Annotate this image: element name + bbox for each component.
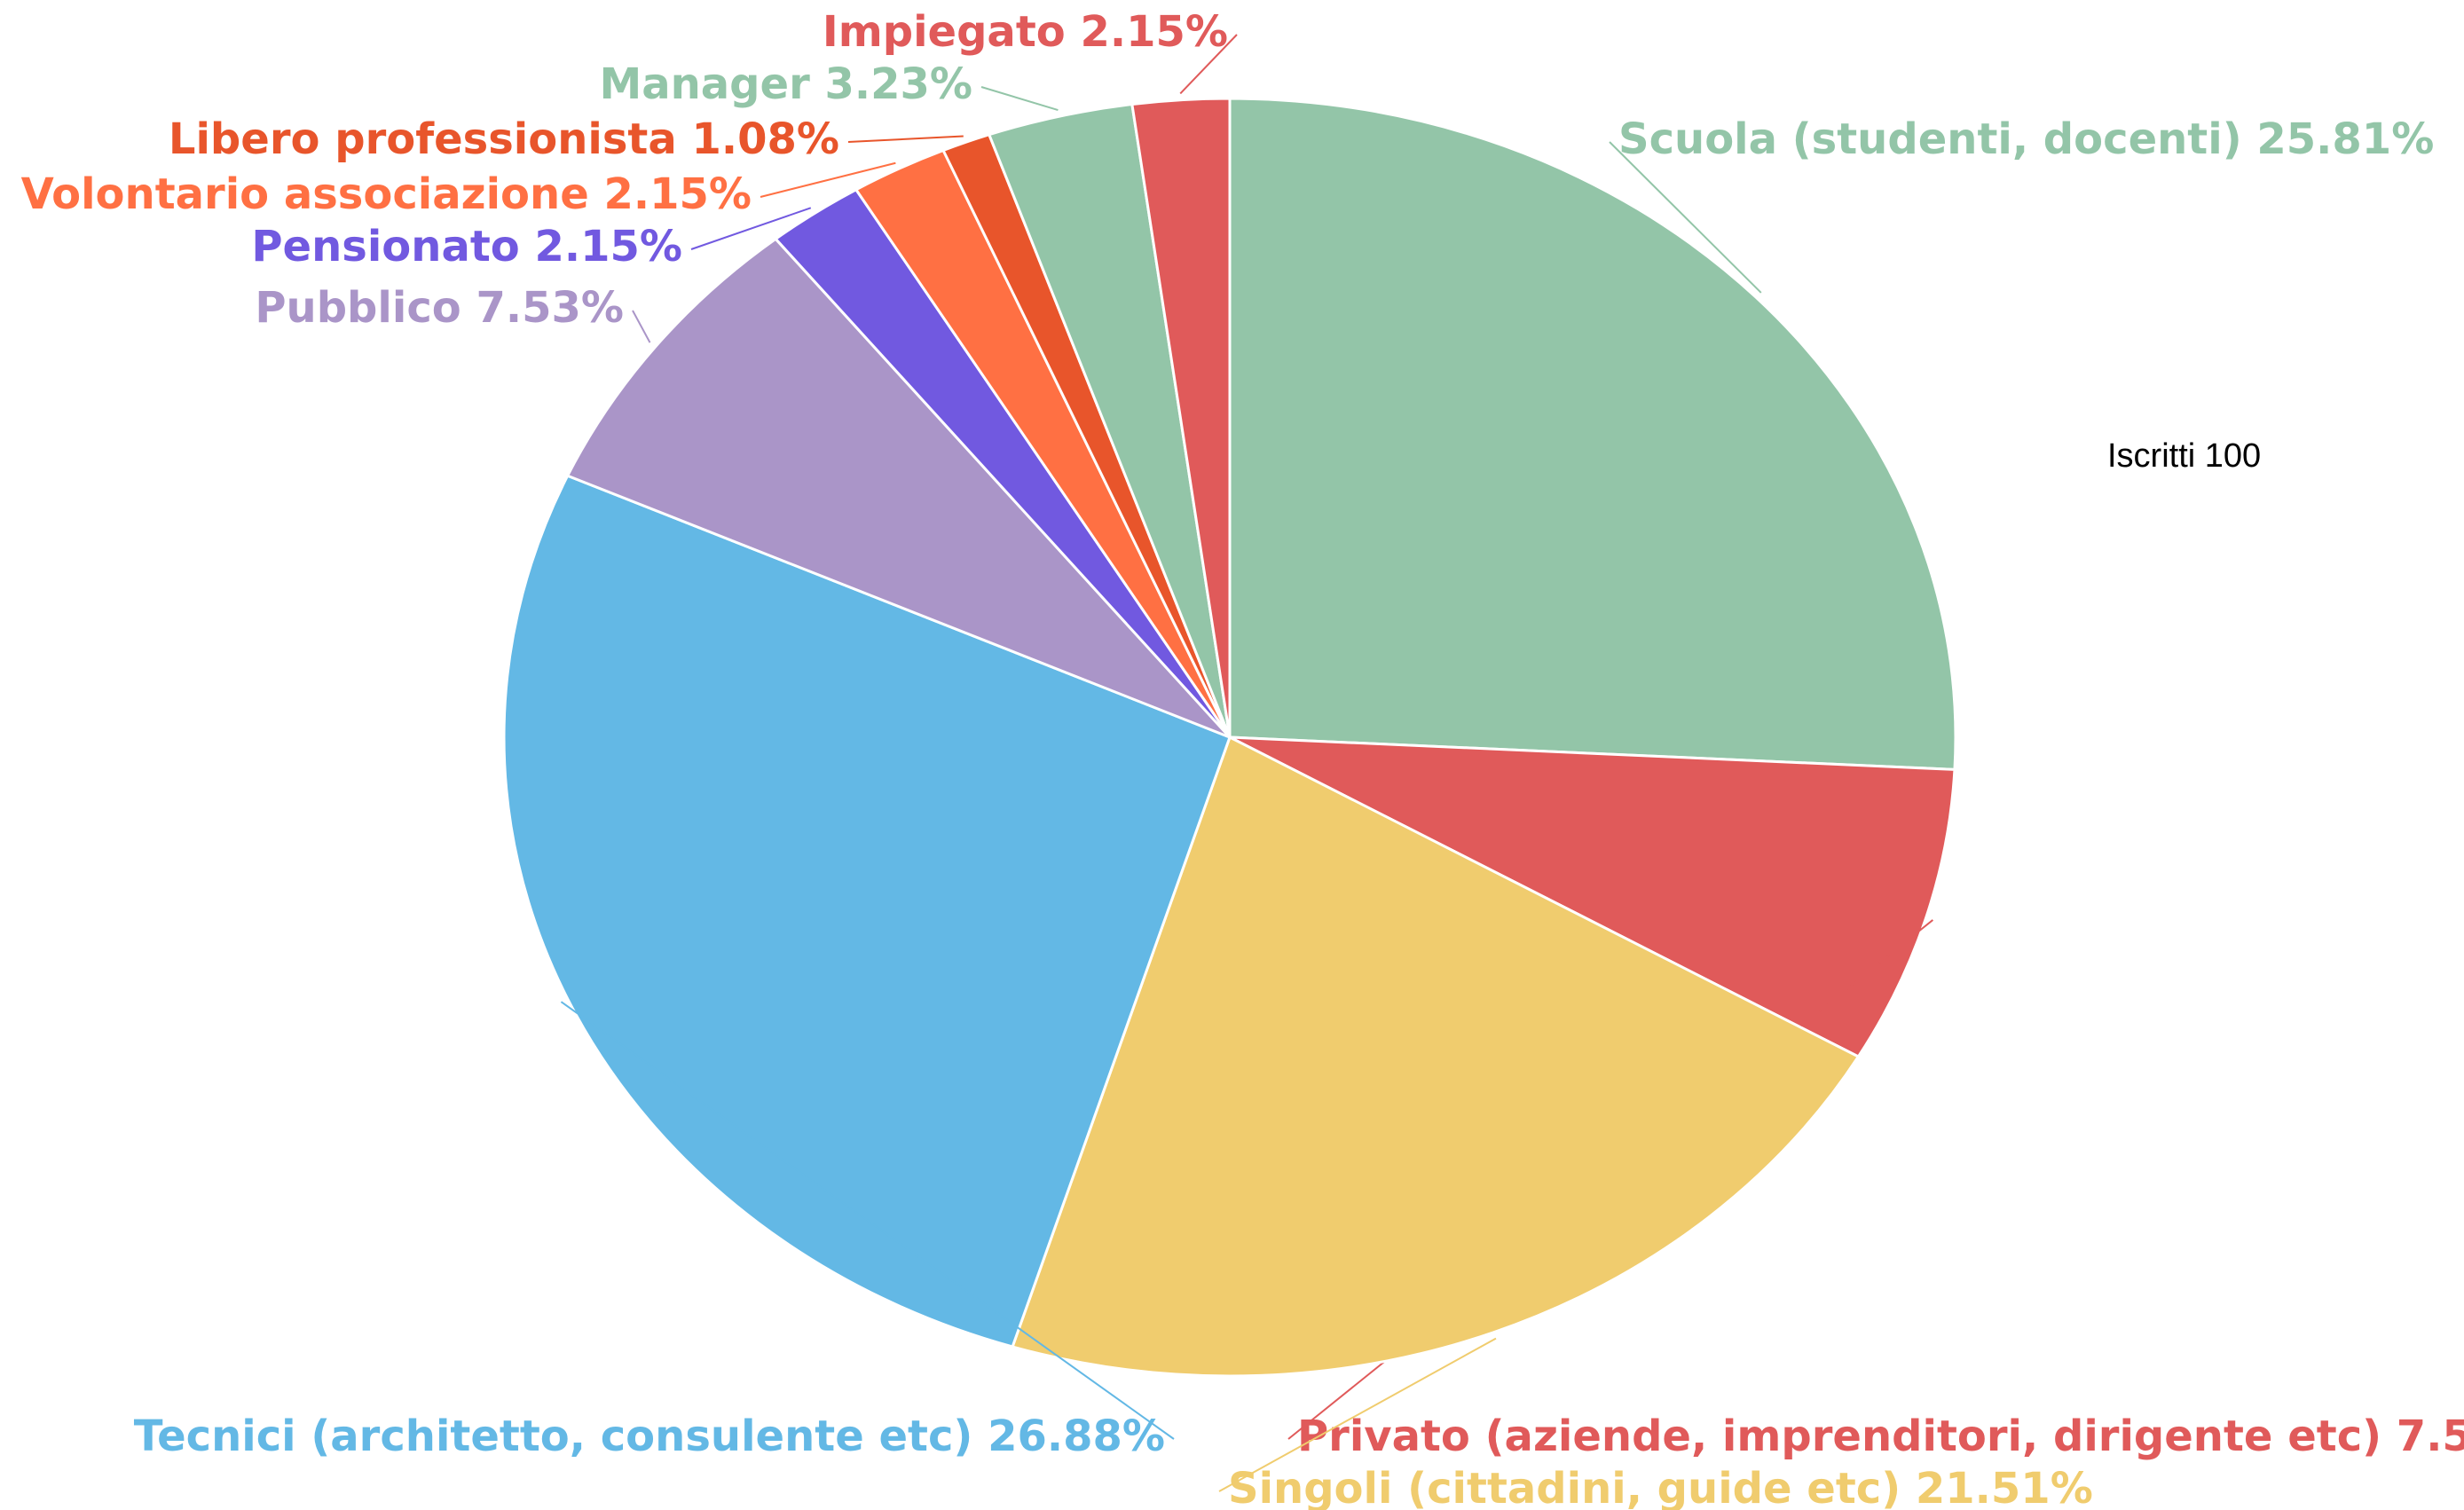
leader-line: [560, 1001, 1175, 1440]
slice-value-label: 2.15%: [603, 169, 752, 219]
slice-category: Impiegato: [823, 7, 1066, 57]
pie-slice: [1228, 97, 1957, 771]
slice-category: Scuola (studenti, docenti): [1618, 114, 2242, 164]
slice-label: Manager 3.23%: [599, 59, 972, 109]
slice-label: Volontario associazione 2.15%: [21, 169, 752, 219]
slice-label: Pubblico 7.53%: [255, 283, 624, 333]
slice-label: Privato (aziende, imprenditori, dirigent…: [1297, 1412, 2464, 1461]
slice-value-label: 3.23%: [824, 59, 972, 109]
slice-category: Pubblico: [255, 283, 461, 333]
slice-category: Manager: [599, 59, 810, 109]
slice-label: Pensionato 2.15%: [251, 222, 682, 271]
slice-category: Singoli (cittadini, guide etc): [1228, 1464, 1901, 1510]
slice-value-label: 2.15%: [1080, 7, 1228, 57]
slice-label: Libero professionista 1.08%: [169, 114, 839, 164]
pie-slice: [1130, 97, 1232, 738]
pie-slice: [502, 474, 1232, 1349]
slice-value-label: 2.15%: [534, 222, 682, 271]
pie-slice: [1229, 735, 1956, 1058]
slice-value-label: 7.53%: [476, 283, 624, 333]
pie-slice: [1011, 735, 1861, 1378]
annotation: Iscritti 100: [2107, 437, 2261, 475]
slice-label: Tecnici (architetto, consulente etc) 26.…: [134, 1412, 1165, 1461]
slice-category: Privato (aziende, imprenditori, dirigent…: [1297, 1412, 2381, 1461]
slice-category: Volontario associazione: [21, 169, 589, 219]
leader-line: [1218, 1337, 1497, 1492]
slice-label: Scuola (studenti, docenti) 25.81%: [1618, 114, 2434, 164]
slice-category: Libero professionista: [169, 114, 677, 164]
leader-line: [847, 135, 964, 143]
leader-line: [1179, 34, 1238, 95]
leader-line: [632, 310, 651, 343]
pie-slice: [565, 237, 1232, 739]
slice-value-label: 1.08%: [691, 114, 839, 164]
slice-label: Singoli (cittadini, guide etc) 21.51%: [1228, 1464, 2093, 1510]
leader-line: [1609, 141, 1762, 294]
slice-value-label: 21.51%: [1916, 1464, 2093, 1510]
slice-value-label: 26.88%: [988, 1412, 1165, 1461]
slice-label: Impiegato 2.15%: [823, 7, 1228, 57]
leader-line: [690, 207, 812, 250]
slice-value-label: 7.53: [2397, 1412, 2464, 1461]
slice-value-label: 25.81%: [2256, 114, 2434, 164]
leader-line: [760, 161, 896, 198]
slice-category: Pensionato: [251, 222, 519, 271]
leader-line: [980, 86, 1059, 112]
slice-category: Tecnici (architetto, consulente etc): [134, 1412, 973, 1461]
